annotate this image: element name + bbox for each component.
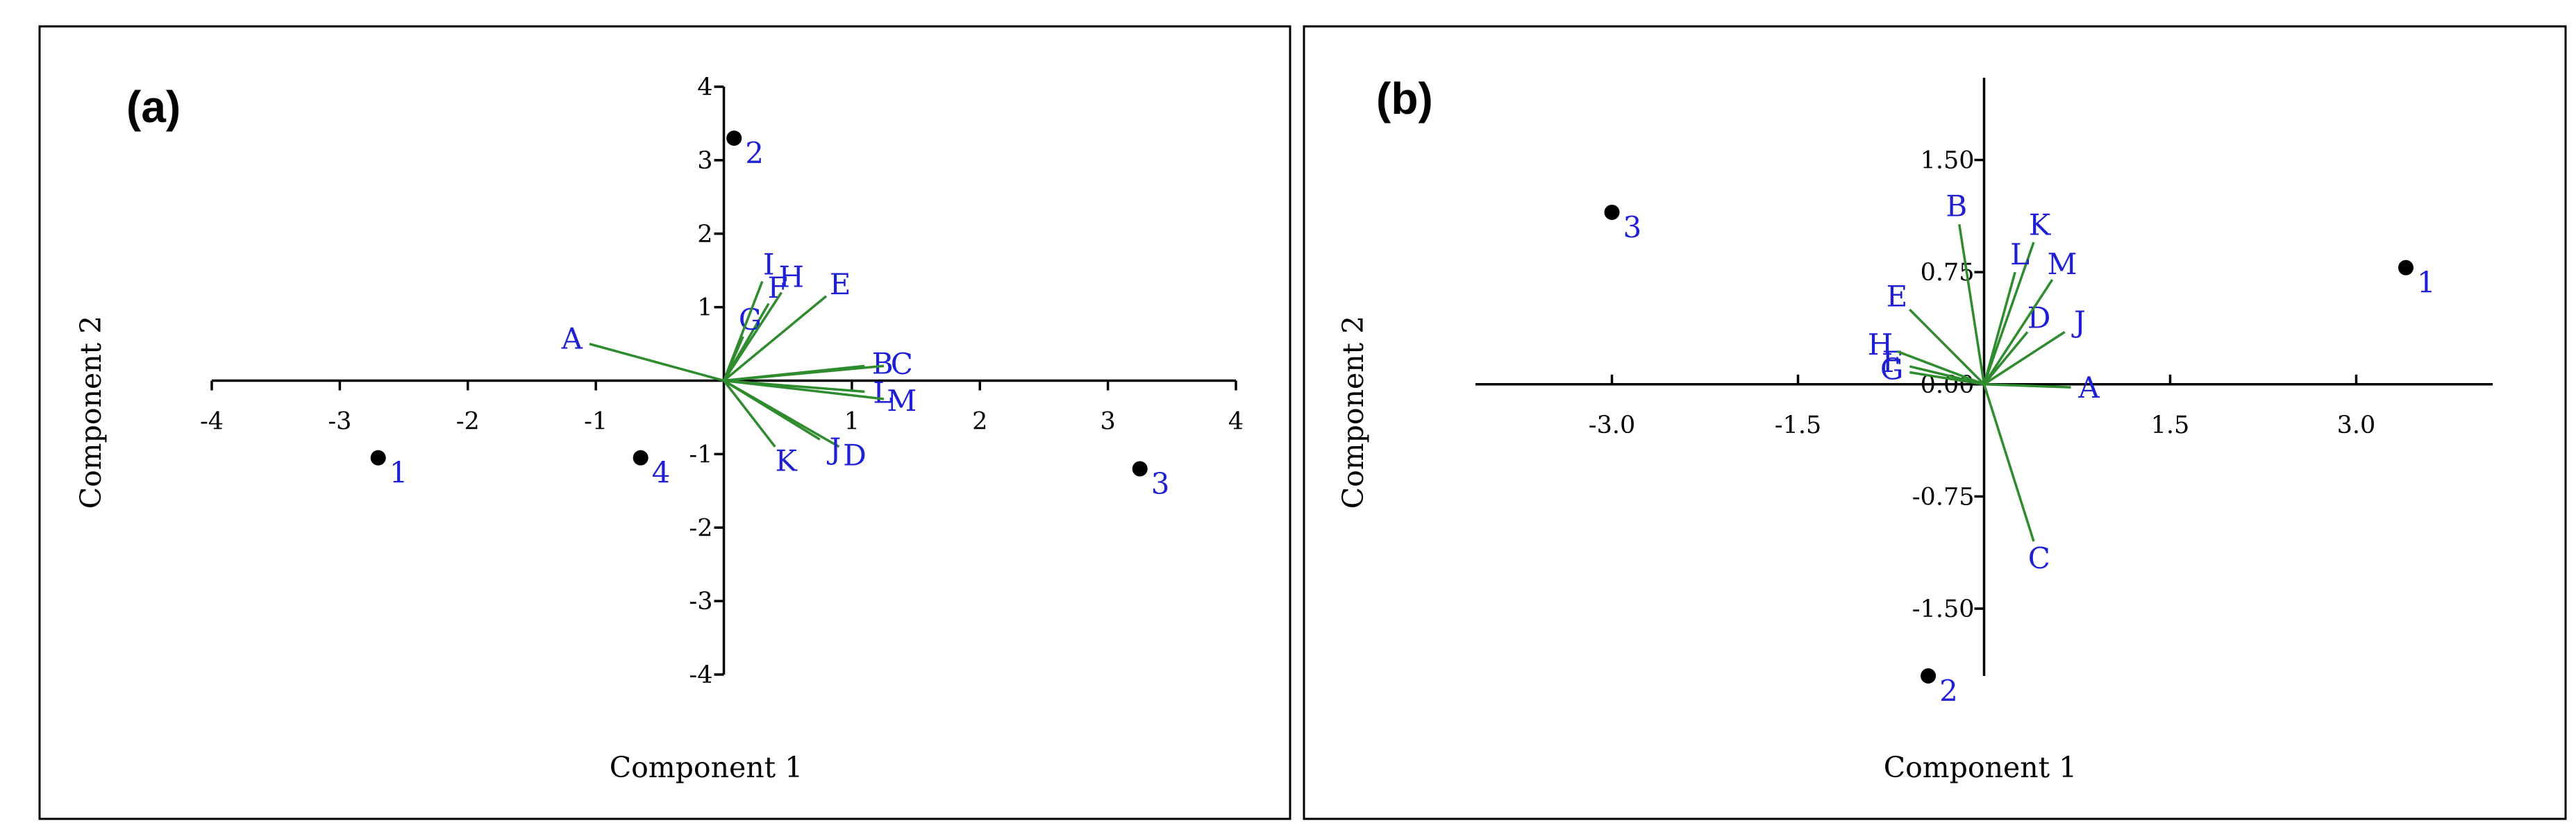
- panel-b-vector-label-b: B: [1946, 189, 1967, 223]
- panel-a-point-label-4: 4: [652, 456, 671, 490]
- panel-a-y-tick-label: 3: [697, 147, 712, 175]
- panel-a-vector-label-b: B: [872, 347, 894, 381]
- panel-a-point-label-3: 3: [1151, 467, 1170, 501]
- panel-a-vector-label-i: I: [763, 247, 775, 281]
- panel-b-xlabel: Component 1: [1884, 751, 2077, 784]
- panel-a-vector-label-h: H: [778, 260, 804, 294]
- panel-a-x-tick-label: -3: [328, 408, 351, 436]
- panel-b-vector-label-c: C: [2028, 541, 2050, 575]
- panel-b-label: (b): [1376, 74, 1433, 124]
- panel-b-plot: -3.0 -1.5 1.5 3.01.500.750.00-0.75-1.50ABCD…: [1475, 78, 2493, 708]
- panel-b-vector-label-m: M: [2047, 247, 2077, 281]
- panel-b-vector-j: [1983, 330, 2066, 386]
- panel-b-vector-b: [1958, 223, 1986, 385]
- panel-b-point-label-3: 3: [1623, 210, 1642, 244]
- panel-a-vector-label-c: C: [891, 347, 913, 381]
- panel-a-vector-label-d: D: [843, 439, 867, 473]
- panel-b-vector-label-j: J: [2071, 305, 2086, 339]
- panel-b-point-1: [2398, 260, 2414, 276]
- panel-b-y-tick-label: 1.50: [1921, 147, 1975, 175]
- panel-b-vector-c: [1982, 384, 2035, 542]
- panel-b-y-tick-label: -1.50: [1912, 595, 1975, 623]
- panel-a-vector-k: [723, 380, 776, 448]
- panel-a-vector-label-m: M: [887, 384, 917, 418]
- panel-b-vector-k: [1982, 241, 2035, 385]
- panel-a-xlabel: Component 1: [610, 751, 803, 784]
- panel-a-frame: [38, 25, 1291, 820]
- panel-a-y-tick-label: -1: [689, 441, 712, 468]
- panel-a: (a) Component 1 Component 2 -4 -3 -2 -1 1 2 3 4…: [38, 25, 1291, 820]
- panel-a-vector-label-k: K: [775, 443, 798, 477]
- panel-a-point-3: [1132, 461, 1148, 477]
- panel-a-point-label-2: 2: [745, 136, 764, 170]
- panel-a-y-tick-label: -4: [689, 661, 712, 689]
- panel-b-vector-label-f: F: [1882, 345, 1902, 379]
- panel-a-x-tick-label: 1: [844, 408, 860, 436]
- panel-b-vector-label-g: G: [1880, 352, 1904, 386]
- panel-a-vector-m: [724, 379, 885, 400]
- panel-a-point-label-1: 1: [390, 456, 408, 490]
- panel-b-x-tick-label: -3.0: [1589, 412, 1636, 439]
- panel-b-y-tick-label: -0.75: [1912, 483, 1975, 511]
- panel-b-x-tick-label: 1.5: [2151, 412, 2190, 439]
- panel-b-ylabel: Component 2: [1337, 316, 1370, 509]
- panel-a-y-tick-label: 4: [697, 74, 712, 101]
- panel-a-vector-i: [722, 280, 764, 382]
- panel-a-vector-h: [723, 291, 783, 382]
- panel-b-point-3: [1604, 204, 1620, 220]
- panel-b-vector-h: [1896, 350, 1985, 386]
- panel-a-x-tick-label: 2: [972, 408, 987, 436]
- panel-b-x-tick-label: -1.5: [1775, 412, 1822, 439]
- panel-b-vector-l: [1982, 271, 2016, 385]
- panel-b-vector-label-a: A: [2077, 371, 2100, 405]
- panel-a-y-tick-label: -3: [689, 588, 712, 616]
- panel-b-x-tick-label: 3.0: [2337, 412, 2376, 439]
- panel-a-vector-j: [723, 380, 821, 441]
- panel-a-x-tick-label: -1: [584, 408, 608, 436]
- panel-b-point-label-2: 2: [1939, 674, 1958, 708]
- panel-a-vector-label-e: E: [830, 267, 851, 301]
- panel-a-label: (a): [126, 82, 181, 132]
- panel-b-point-2: [1921, 668, 1937, 684]
- panel-a-y-tick-label: 2: [697, 221, 712, 248]
- panel-b-vector-m: [1983, 278, 2054, 385]
- panel-b-vector-e: [1909, 308, 1985, 386]
- panel-a-vector-label-j: J: [827, 432, 842, 466]
- panel-a-vector-a: [589, 342, 724, 382]
- panel-a-point-4: [633, 450, 649, 466]
- panel-a-y-tick-label: 1: [697, 294, 712, 322]
- panel-a-x-tick-label: 4: [1228, 408, 1244, 436]
- panel-a-y-tick-label: -2: [689, 514, 712, 542]
- panel-a-point-2: [726, 130, 742, 146]
- panel-b-vector-a: [1984, 383, 2071, 389]
- panel-b-vector-label-h: H: [1868, 328, 1893, 362]
- panel-a-vector-e: [723, 295, 828, 382]
- panel-a-x-tick-label: 3: [1100, 408, 1115, 436]
- panel-a-vector-c: [724, 364, 885, 382]
- panel-a-plot: -4 -3 -2 -1 1 2 3 4-4-3-2-11234ABCDEFGHIJKLM123…: [200, 74, 1244, 689]
- panel-a-x-tick-label: -2: [456, 408, 480, 436]
- panel-a-vector-label-l: L: [873, 375, 892, 409]
- panel-b-point-label-1: 1: [2417, 266, 2436, 300]
- panel-b-vector-d: [1983, 331, 2029, 385]
- panel-b-vector-label-l: L: [2010, 237, 2030, 271]
- panel-b-frame: [1303, 25, 2567, 820]
- panel-a-ylabel: Component 2: [74, 316, 108, 509]
- panel-a-x-tick-label: -4: [200, 408, 224, 436]
- panel-a-vector-label-a: A: [561, 322, 583, 356]
- panel-a-point-1: [370, 450, 386, 466]
- panel-b-vector-label-e: E: [1887, 280, 1908, 314]
- panel-b: (b) Component 1 Component 2 -3.0 -1.5 1.5 3…: [1303, 25, 2567, 820]
- panel-b-vector-label-k: K: [2029, 208, 2052, 242]
- panel-b-vector-label-d: D: [2027, 300, 2051, 334]
- panel-b-vector-g: [1909, 371, 1984, 386]
